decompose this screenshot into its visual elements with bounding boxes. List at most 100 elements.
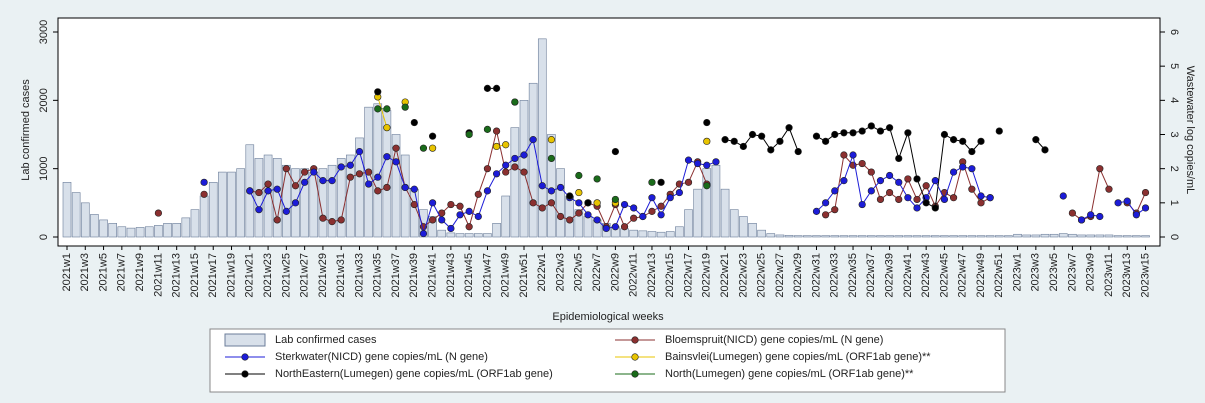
y2-tick-label: 2: [1168, 166, 1180, 172]
bar: [702, 168, 712, 238]
point: [310, 168, 318, 176]
bar: [135, 227, 145, 238]
point: [995, 127, 1003, 135]
x-tick-label: 2021w33: [353, 253, 365, 298]
point: [739, 142, 747, 151]
point: [895, 154, 903, 163]
bar: [976, 235, 986, 238]
point: [547, 199, 556, 207]
point: [456, 211, 464, 219]
x-tick-label: 2021w7: [116, 253, 128, 292]
point: [959, 163, 967, 171]
point: [931, 204, 939, 212]
point: [419, 144, 428, 152]
point: [931, 177, 939, 185]
point: [346, 173, 354, 181]
point: [556, 212, 565, 221]
point: [812, 132, 821, 140]
bar: [163, 223, 172, 238]
point: [885, 171, 894, 180]
point: [492, 170, 501, 178]
bar: [62, 182, 72, 238]
point: [986, 194, 994, 202]
point: [474, 212, 482, 221]
bar: [903, 235, 913, 238]
point: [639, 212, 647, 221]
bar: [784, 234, 794, 238]
point: [355, 170, 364, 178]
x-tick-label: 2021w27: [299, 253, 311, 298]
point: [684, 178, 693, 186]
point: [822, 199, 830, 207]
bar: [994, 235, 1004, 238]
bar: [282, 164, 291, 238]
x-tick-label: 2022w29: [792, 253, 804, 298]
y-axis-title: Lab confirmed cases: [20, 79, 32, 181]
legend-label: Sterkwater(NICD) gene copies/mL (N gene): [275, 351, 488, 363]
point: [246, 187, 254, 195]
point: [200, 190, 208, 198]
point: [913, 204, 921, 212]
bar: [528, 82, 538, 238]
x-tick-label: 2022w37: [865, 253, 877, 298]
point: [949, 168, 958, 176]
bar: [729, 209, 739, 238]
x-tick-label: 2022w45: [938, 253, 950, 298]
point: [520, 151, 528, 159]
x-tick-label: 2021w23: [262, 253, 274, 298]
point: [913, 175, 921, 183]
point: [584, 211, 592, 219]
point: [611, 147, 620, 156]
point: [849, 151, 857, 159]
point: [511, 163, 519, 171]
point: [319, 214, 327, 222]
x-tick-label: 2021w19: [225, 253, 237, 298]
point: [831, 187, 839, 195]
point: [429, 216, 437, 224]
point: [502, 141, 510, 149]
point: [748, 130, 757, 139]
x-tick-label: 2023w13: [1121, 253, 1133, 298]
point: [1041, 146, 1049, 154]
point: [566, 216, 574, 224]
point: [392, 144, 400, 152]
bar: [894, 235, 904, 238]
bar: [391, 134, 401, 238]
point: [904, 129, 912, 137]
point: [429, 144, 437, 152]
point: [291, 182, 300, 190]
point: [1132, 211, 1140, 219]
point: [465, 207, 473, 215]
x-tick-label: 2021w43: [445, 253, 457, 298]
x-tick-label: 2023w5: [1048, 253, 1060, 292]
point: [483, 187, 492, 195]
point: [602, 224, 610, 233]
bar: [1086, 234, 1095, 238]
point: [657, 178, 665, 186]
point: [575, 199, 583, 207]
x-tick-label: 2021w37: [390, 253, 402, 298]
legend-label: NorthEastern(Lumegen) gene copies/mL (OR…: [275, 368, 553, 380]
bar: [1013, 233, 1022, 238]
point: [584, 199, 592, 207]
point: [867, 122, 875, 130]
bar: [455, 233, 465, 238]
point: [328, 177, 336, 185]
x-tick-label: 2022w15: [664, 253, 676, 298]
x-tick-label: 2021w35: [372, 253, 384, 298]
point: [968, 165, 976, 173]
x-tick-label: 2022w7: [591, 253, 603, 292]
x-tick-label: 2021w49: [500, 253, 512, 298]
x-tick-label: 2021w17: [207, 253, 219, 298]
bar: [318, 168, 328, 238]
point: [492, 127, 501, 135]
bar: [556, 168, 565, 238]
point: [630, 214, 638, 222]
x-tick-label: 2023w1: [1011, 253, 1023, 292]
bar: [1049, 233, 1059, 238]
point: [858, 200, 866, 209]
bar: [236, 168, 245, 238]
x-tick-label: 2021w29: [317, 253, 329, 298]
bar: [1077, 234, 1086, 238]
